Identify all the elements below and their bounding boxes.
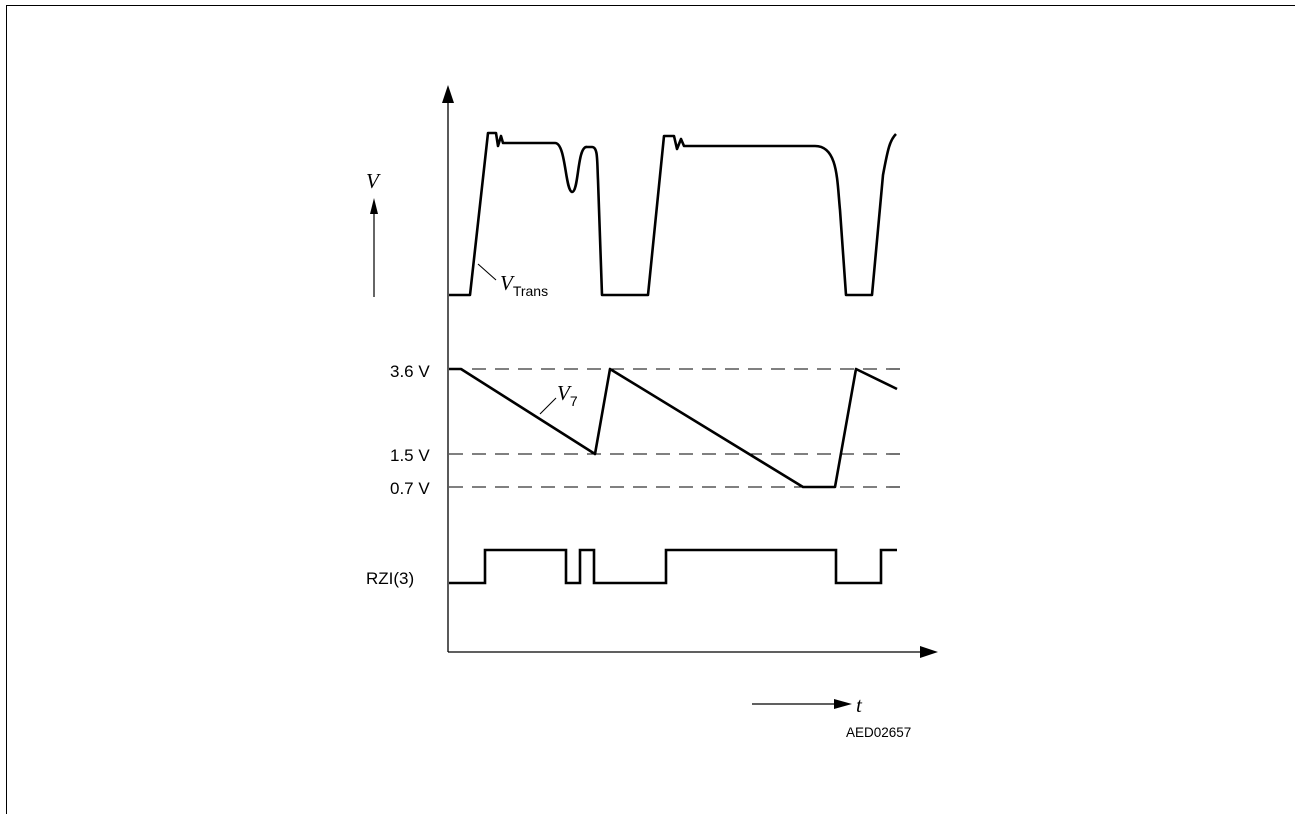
vtrans-leader-line: [477, 263, 497, 281]
v7-waveform: [449, 367, 898, 489]
t-axis-label: t: [856, 693, 863, 717]
vtrans-label-sub: Trans: [513, 283, 548, 299]
level-label-low: 0.7 V: [390, 479, 430, 498]
v7-leader-line: [539, 397, 557, 415]
vtrans-label-main: V: [500, 271, 515, 295]
v7-label: V7: [557, 381, 578, 409]
v-axis-label: V: [366, 169, 381, 193]
level-label-high: 3.6 V: [390, 362, 430, 381]
axes: [447, 100, 920, 653]
t-indicator-arrowhead: [834, 699, 852, 709]
x-axis-arrowhead: [920, 646, 938, 658]
threshold-lines: [449, 368, 900, 488]
rzi-label: RZI(3): [366, 569, 414, 588]
figure-border: [6, 5, 1295, 814]
v-indicator-arrowhead: [370, 198, 378, 214]
vtrans-waveform: [449, 131, 897, 297]
vtrans-label: VTrans: [500, 271, 548, 299]
figure-id: AED02657: [846, 725, 911, 740]
v7-label-main: V: [557, 381, 572, 405]
rzi-waveform: [449, 548, 897, 585]
v7-label-sub: 7: [570, 393, 578, 409]
level-label-mid: 1.5 V: [390, 446, 430, 465]
y-axis-arrowhead: [442, 85, 454, 103]
